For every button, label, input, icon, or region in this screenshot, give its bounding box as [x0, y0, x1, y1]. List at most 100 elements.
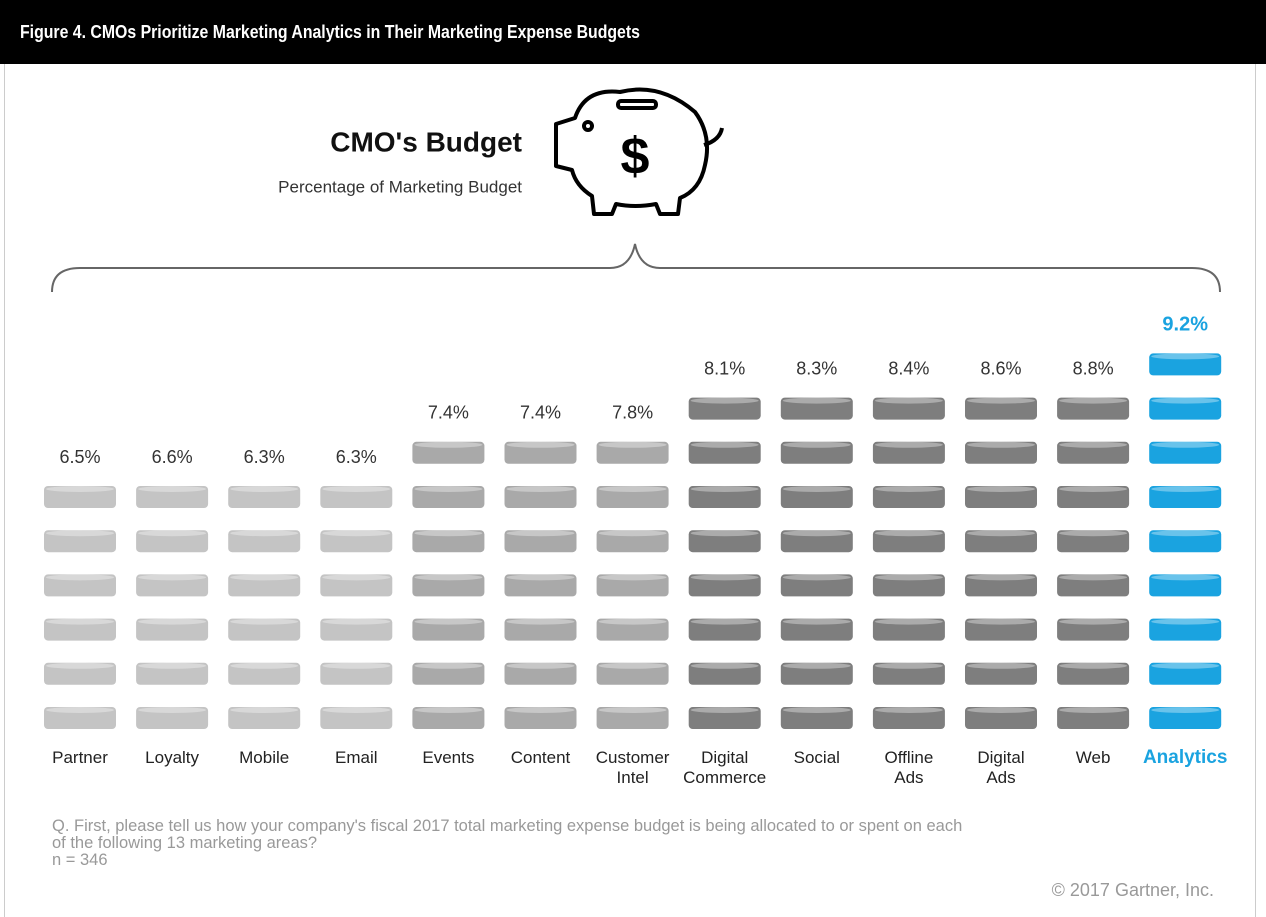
coin [596, 662, 669, 685]
coin-top [138, 618, 207, 625]
coin-top [1059, 441, 1128, 448]
coin [780, 662, 853, 685]
coin-stack [228, 486, 301, 729]
coin-stack [504, 441, 577, 729]
coin-top [414, 530, 483, 537]
coin [504, 618, 577, 641]
coin [872, 530, 945, 553]
coin [320, 530, 393, 553]
category-label: Email [335, 748, 378, 767]
coin [965, 662, 1037, 685]
coin [688, 441, 761, 464]
coin-top [414, 618, 483, 625]
coin-top [506, 618, 575, 625]
coin [412, 618, 485, 641]
coin [780, 441, 853, 464]
coin-top [690, 441, 759, 448]
coin [320, 707, 393, 729]
coin [1149, 353, 1222, 376]
coin-top [967, 486, 1035, 492]
coin-top [506, 441, 575, 448]
coin [688, 662, 761, 685]
coin [965, 618, 1037, 641]
coin [780, 618, 853, 641]
coin-top [1151, 707, 1220, 713]
value-label: 6.6% [152, 447, 193, 467]
coin [872, 486, 945, 508]
coin-top [46, 618, 114, 625]
coin-top [46, 707, 114, 713]
coin [1057, 441, 1130, 464]
coin-top [322, 618, 391, 625]
coin-top [230, 662, 299, 669]
category-label: Loyalty [145, 748, 200, 767]
coin [44, 486, 116, 508]
category-label: Digital Ads [977, 748, 1025, 787]
coin [780, 574, 853, 597]
category-label: Partner [52, 748, 108, 767]
coin [596, 530, 669, 553]
coin-top [138, 486, 207, 492]
coin [596, 707, 669, 729]
coin-top [598, 486, 667, 492]
coin [412, 486, 485, 508]
coin [688, 530, 761, 553]
coin-top [414, 662, 483, 669]
coin [44, 618, 116, 641]
coin [44, 530, 116, 553]
coin [44, 662, 116, 685]
brace [51, 243, 1221, 293]
value-label: 6.5% [59, 447, 100, 467]
coin-top [138, 707, 207, 713]
coin-top [506, 662, 575, 669]
coin [504, 530, 577, 553]
coin-top [1151, 353, 1220, 360]
coin-stack [596, 441, 669, 729]
coin-top [506, 707, 575, 713]
value-label: 8.4% [888, 358, 929, 378]
coin [688, 397, 761, 420]
coin [872, 574, 945, 597]
coin [412, 441, 485, 464]
coin-top [1151, 530, 1220, 537]
coin-top [598, 441, 667, 448]
coin [44, 707, 116, 729]
coin [1149, 707, 1222, 729]
coin-top [1151, 574, 1220, 581]
coin [136, 574, 209, 597]
category-label: Mobile [239, 748, 290, 767]
coin [136, 707, 209, 729]
category-label: Events [422, 748, 475, 767]
coin [965, 707, 1037, 729]
coin-top [138, 662, 207, 669]
coin [965, 486, 1037, 508]
coin-top [1059, 662, 1128, 669]
coin-top [414, 707, 483, 713]
coin-top [690, 707, 759, 713]
coin-top [782, 441, 851, 448]
coin [965, 530, 1037, 553]
coin-top [874, 707, 943, 713]
coin-top [690, 574, 759, 581]
category-label: Offline Ads [884, 748, 934, 787]
coin-top [414, 486, 483, 492]
value-label: 8.6% [980, 358, 1021, 378]
coin-top [1151, 618, 1220, 625]
category-label: Web [1075, 748, 1111, 767]
footnote: Q. First, please tell us how your compan… [52, 817, 963, 869]
coin [504, 662, 577, 685]
category-label: Analytics [1142, 747, 1228, 768]
figure-title: Figure 4. CMOs Prioritize Marketing Anal… [20, 22, 640, 42]
coin [412, 530, 485, 553]
coin-top [1059, 574, 1128, 581]
coin-top [874, 574, 943, 581]
coin [228, 486, 301, 508]
coin [1149, 618, 1222, 641]
coin [872, 707, 945, 729]
coin-top [874, 441, 943, 448]
category-label: Social [793, 748, 840, 767]
coin-top [46, 486, 114, 492]
coin-stack [965, 397, 1037, 729]
coin [688, 618, 761, 641]
